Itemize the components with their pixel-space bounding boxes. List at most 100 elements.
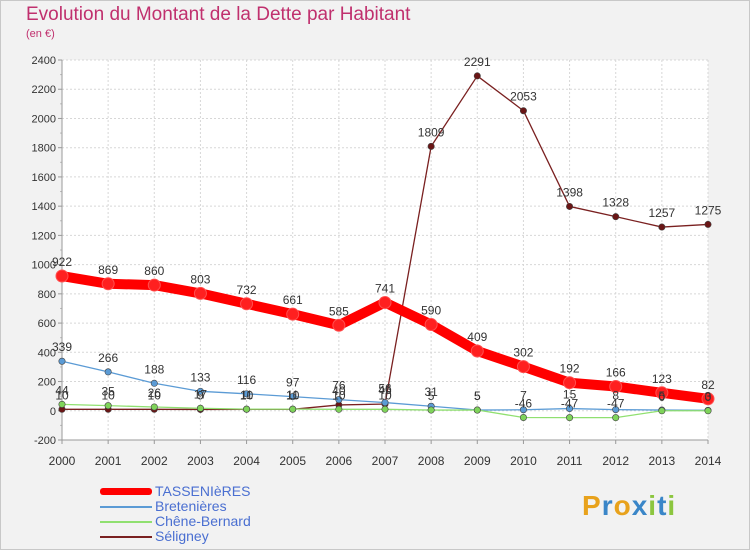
- data-label: 1257: [649, 206, 676, 220]
- data-label: -47: [607, 397, 625, 411]
- data-label: 803: [190, 272, 210, 286]
- x-tick-label: 2009: [464, 454, 491, 468]
- data-point: [147, 278, 161, 292]
- logo-letter: t: [657, 490, 668, 521]
- x-tick-label: 2001: [95, 454, 122, 468]
- data-label: 35: [101, 385, 115, 399]
- data-label: 10: [240, 388, 254, 402]
- logo-letter: x: [631, 490, 649, 521]
- data-label: 2053: [510, 90, 537, 104]
- data-label: 188: [144, 362, 164, 376]
- y-tick-label: 400: [38, 347, 56, 359]
- data-point: [701, 392, 715, 406]
- data-point: [566, 405, 574, 413]
- data-label: 661: [283, 293, 303, 307]
- data-point: [104, 402, 112, 410]
- data-point: [104, 368, 112, 376]
- data-label: 116: [237, 373, 256, 387]
- data-label: 266: [98, 351, 118, 365]
- data-label: 1328: [602, 196, 629, 210]
- y-tick-label: 800: [38, 289, 56, 301]
- y-tick-label: 2000: [32, 113, 56, 125]
- legend-label-chene-bernard: Chêne-Bernard: [155, 513, 251, 529]
- data-label: 2291: [464, 55, 491, 69]
- data-point: [381, 405, 389, 413]
- data-label: 339: [52, 340, 72, 354]
- logo-letter: i: [667, 490, 677, 521]
- y-tick-label: -200: [34, 435, 56, 447]
- data-point: [150, 403, 158, 411]
- x-tick-label: 2006: [326, 454, 353, 468]
- data-point: [289, 393, 297, 401]
- data-label: 409: [467, 330, 487, 344]
- legend-label-seligney: Séligney: [155, 528, 209, 544]
- data-point: [470, 344, 484, 358]
- data-point: [612, 406, 620, 414]
- data-point: [196, 404, 204, 412]
- legend-label-bretenieres: Bretenières: [155, 498, 227, 514]
- data-point: [286, 307, 300, 321]
- legend-item-chene-bernard[interactable]: Chêne-Bernard: [100, 514, 360, 529]
- data-label: 0: [705, 390, 712, 404]
- data-point: [427, 142, 435, 150]
- data-point: [658, 223, 666, 231]
- data-point: [609, 380, 623, 394]
- data-label: 97: [286, 376, 300, 390]
- data-label: 1809: [418, 125, 445, 139]
- data-label: 5: [659, 389, 666, 403]
- data-label: 5: [474, 389, 481, 403]
- data-point: [243, 390, 251, 398]
- data-label: 10: [332, 388, 346, 402]
- x-tick-label: 2002: [141, 454, 168, 468]
- data-label: 10: [378, 388, 392, 402]
- data-label: 10: [101, 388, 115, 402]
- y-tick-label: 1600: [32, 172, 56, 184]
- y-tick-label: 2200: [32, 84, 56, 96]
- data-label: 31: [424, 385, 438, 399]
- data-point: [516, 360, 530, 374]
- data-label: 741: [375, 281, 395, 295]
- proxiti-logo: Proxiti: [582, 490, 676, 522]
- data-label: 10: [148, 388, 162, 402]
- logo-letter: P: [582, 490, 602, 521]
- y-tick-label: 600: [38, 318, 56, 330]
- x-tick-label: 2011: [557, 454, 583, 468]
- data-point: [704, 220, 712, 228]
- y-tick-label: 1800: [32, 143, 56, 155]
- data-point: [55, 269, 69, 283]
- data-label: 10: [286, 388, 300, 402]
- logo-letter: o: [613, 490, 632, 521]
- data-point: [332, 318, 346, 332]
- legend-item-bretenieres[interactable]: Bretenières: [100, 499, 360, 514]
- legend-swatch-chene-bernard: [100, 521, 152, 523]
- data-point: [335, 396, 343, 404]
- data-point: [612, 213, 620, 221]
- y-tick-label: 1400: [32, 201, 56, 213]
- data-label: 192: [560, 362, 580, 376]
- legend-item-tassenieres[interactable]: TASSENIèRES: [100, 484, 360, 499]
- chart-subtitle: (en €): [26, 28, 55, 40]
- y-tick-label: 1200: [32, 230, 56, 242]
- data-label: 3: [705, 389, 712, 403]
- data-point: [101, 277, 115, 291]
- data-label: 5: [474, 389, 481, 403]
- data-label: 302: [513, 346, 533, 360]
- data-point: [58, 400, 66, 408]
- data-label: 1398: [556, 185, 583, 199]
- x-tick-label: 2000: [49, 454, 76, 468]
- data-label: 166: [606, 366, 626, 380]
- data-label: 5: [428, 389, 435, 403]
- data-label: 0: [659, 390, 666, 404]
- legend-swatch-seligney: [100, 536, 152, 538]
- data-point: [240, 297, 254, 311]
- data-label: 26: [148, 386, 162, 400]
- data-label: 44: [55, 383, 69, 397]
- data-point: [563, 376, 577, 390]
- data-point: [427, 406, 435, 414]
- data-label: 11: [286, 388, 299, 402]
- legend-item-seligney[interactable]: Séligney: [100, 529, 360, 544]
- logo-letter: r: [601, 490, 614, 521]
- data-point: [378, 295, 392, 309]
- x-tick-label: 2012: [602, 454, 629, 468]
